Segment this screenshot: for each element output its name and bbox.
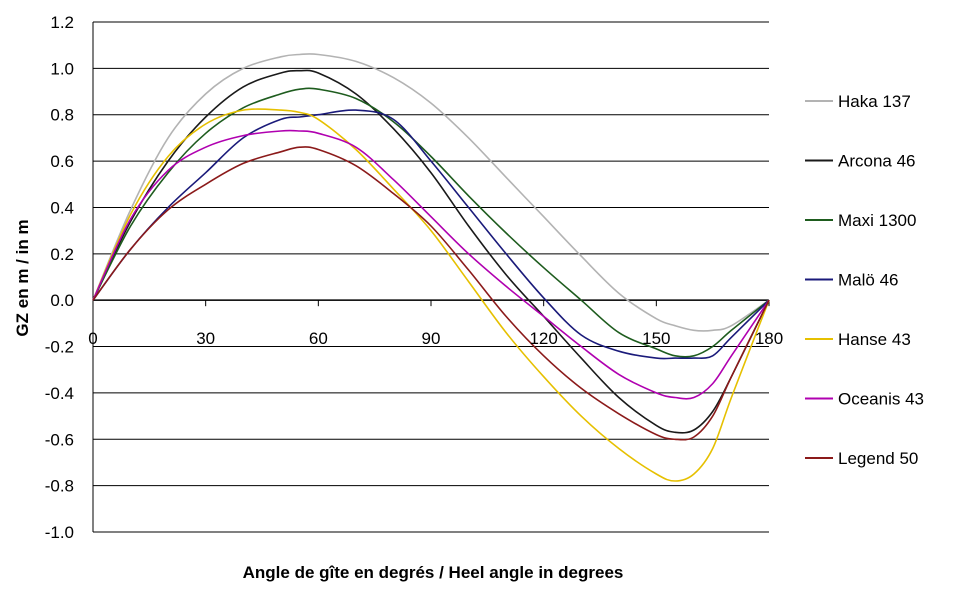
y-axis-title: GZ en m / in m [13,219,32,336]
x-tick-label: 150 [642,329,670,348]
legend-label-arcona-46: Arcona 46 [838,152,916,171]
y-tick-label: -0.4 [45,384,74,403]
series-line-maxi-1300 [92,87,770,358]
y-tick-label: -0.8 [45,477,74,496]
y-tick-label: 1.2 [50,13,74,32]
series-lines [92,53,770,482]
series-line-hanse-43 [92,108,770,482]
legend-label-maxi-1300: Maxi 1300 [838,211,916,230]
legend-label-hanse-43: Hanse 43 [838,330,911,349]
x-axis-title: Angle de gîte en degrés / Heel angle in … [243,563,624,582]
y-tick-label: 0.4 [50,198,74,217]
legend-label-haka-137: Haka 137 [838,92,911,111]
x-tick-label: 30 [196,329,215,348]
series-line-legend-50 [92,146,770,441]
x-tick-label: 90 [422,329,441,348]
y-tick-label: 1.0 [50,59,74,78]
x-tick-label: 0 [88,329,97,348]
gridlines [93,21,769,533]
x-tick-labels: 0 30 60 90 120 150 180 [88,329,783,348]
x-tick-label: 120 [529,329,557,348]
x-tick-label: 180 [755,329,783,348]
y-tick-label: -0.6 [45,430,74,449]
legend: Haka 137 Arcona 46 Maxi 1300 Malö 46 Hanse 4… [805,92,924,468]
x-tick-label: 60 [309,329,328,348]
y-tick-labels: 1.2 1.0 0.8 0.6 0.4 0.2 0.0 -0.2 -0.4 -0.6 -0.8 -1.… [45,13,74,542]
series-line-mal-46 [92,109,770,360]
y-tick-label: 0.2 [50,245,74,264]
legend-label-legend-50: Legend 50 [838,449,918,468]
axes [92,22,770,532]
legend-label-oceanis-43: Oceanis 43 [838,390,924,409]
series-line-haka-137 [92,53,770,332]
y-tick-label: 0.6 [50,152,74,171]
series-line-oceanis-43 [92,129,770,400]
series-line-arcona-46 [92,69,770,434]
y-tick-label: 0.0 [50,291,74,310]
y-tick-label: -0.2 [45,338,74,357]
y-tick-label: -1.0 [45,523,74,542]
legend-label-mal-46: Malö 46 [838,271,898,290]
y-tick-label: 0.8 [50,106,74,125]
